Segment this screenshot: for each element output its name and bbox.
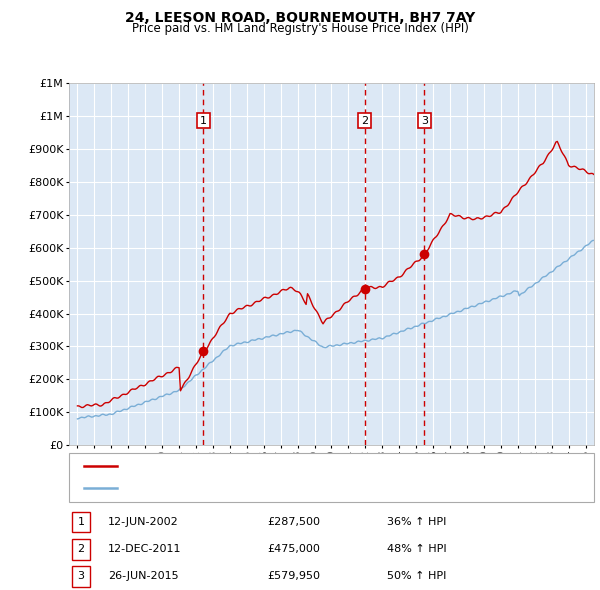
Text: 3: 3 — [421, 116, 428, 126]
Text: £475,000: £475,000 — [267, 544, 320, 554]
Text: £287,500: £287,500 — [267, 517, 320, 527]
Text: 24, LEESON ROAD, BOURNEMOUTH, BH7 7AY: 24, LEESON ROAD, BOURNEMOUTH, BH7 7AY — [125, 11, 475, 25]
Text: 1: 1 — [200, 116, 207, 126]
Text: Price paid vs. HM Land Registry's House Price Index (HPI): Price paid vs. HM Land Registry's House … — [131, 22, 469, 35]
Text: 36% ↑ HPI: 36% ↑ HPI — [387, 517, 446, 527]
Text: 12-JUN-2002: 12-JUN-2002 — [108, 517, 179, 527]
Text: 48% ↑ HPI: 48% ↑ HPI — [387, 544, 446, 554]
Text: 12-DEC-2011: 12-DEC-2011 — [108, 544, 182, 554]
Text: 26-JUN-2015: 26-JUN-2015 — [108, 571, 179, 581]
Text: 2: 2 — [361, 116, 368, 126]
Text: 24, LEESON ROAD, BOURNEMOUTH, BH7 7AY (detached house): 24, LEESON ROAD, BOURNEMOUTH, BH7 7AY (d… — [123, 461, 453, 471]
Text: HPI: Average price, detached house, Bournemouth Christchurch and Poole: HPI: Average price, detached house, Bour… — [123, 483, 511, 493]
Text: 2: 2 — [77, 544, 85, 554]
Text: 1: 1 — [77, 517, 85, 527]
Text: £579,950: £579,950 — [267, 571, 320, 581]
Text: 3: 3 — [77, 571, 85, 581]
Text: 50% ↑ HPI: 50% ↑ HPI — [387, 571, 446, 581]
